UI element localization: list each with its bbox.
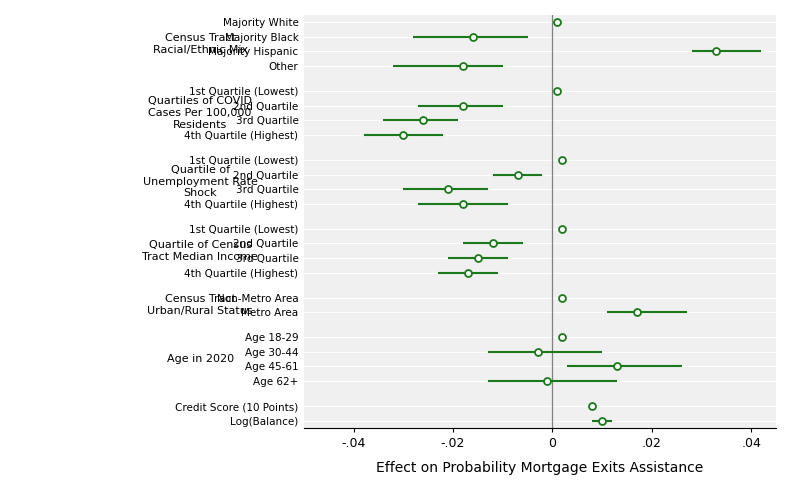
Text: Census Tract
Urban/Rural Status: Census Tract Urban/Rural Status (147, 294, 253, 316)
Text: Quartiles of COVID
Cases Per 100,000
Residents: Quartiles of COVID Cases Per 100,000 Res… (148, 96, 252, 129)
X-axis label: Effect on Probability Mortgage Exits Assistance: Effect on Probability Mortgage Exits Ass… (376, 461, 704, 475)
Text: Census Tract
Racial/Ethnic Mix: Census Tract Racial/Ethnic Mix (153, 33, 248, 55)
Text: Quartile of
Unemployment Rate
Shock: Quartile of Unemployment Rate Shock (142, 165, 258, 198)
Text: Age in 2020: Age in 2020 (166, 354, 234, 364)
Text: Quartile of Census
Tract Median Income: Quartile of Census Tract Median Income (142, 240, 258, 262)
